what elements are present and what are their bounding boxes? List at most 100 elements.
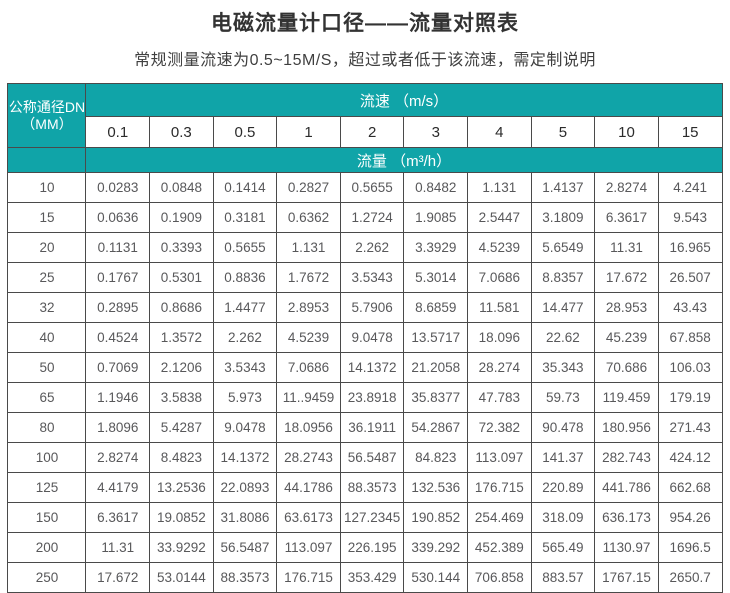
flow-value-cell: 2.8274 xyxy=(85,442,151,473)
flow-value-cell: 13.2536 xyxy=(149,472,214,503)
velocity-header: 流速 （m/s） xyxy=(85,83,723,117)
flow-value-cell: 452.389 xyxy=(467,532,532,563)
flow-value-cell: 0.0283 xyxy=(85,172,151,203)
flow-value-cell: 2.1206 xyxy=(149,352,214,383)
flow-value-cell: 16.965 xyxy=(657,232,723,263)
flow-value-cell: 2.262 xyxy=(339,232,405,263)
flow-value-cell: 72.382 xyxy=(467,412,532,443)
flow-value-cell: 883.57 xyxy=(530,562,596,593)
dn-cell: 15 xyxy=(7,202,87,233)
flow-header: 流量 （m³/h） xyxy=(85,147,723,173)
table-row: 125 4.4179 13.2536 22.0893 44.1786 88.3573 132… xyxy=(7,472,723,503)
flow-value-cell: 14.477 xyxy=(530,292,596,323)
flow-value-cell: 0.8836 xyxy=(212,262,278,293)
flow-value-cell: 271.43 xyxy=(657,412,723,443)
flow-value-cell: 0.0636 xyxy=(85,202,151,233)
flow-value-cell: 67.858 xyxy=(657,322,723,353)
flow-value-cell: 282.743 xyxy=(594,442,659,473)
velocity-values-row: 0.1 0.3 0.5 1 2 3 4 5 10 15 xyxy=(8,116,723,148)
table-row: 40 0.4524 1.3572 2.262 4.5239 9.0478 13.5717 18… xyxy=(7,322,723,353)
flow-value-cell: 11.581 xyxy=(467,292,532,323)
flow-value-cell: 23.8918 xyxy=(339,382,405,413)
flow-value-cell: 113.097 xyxy=(467,442,532,473)
flow-value-cell: 127.2345 xyxy=(339,502,405,533)
velocity-column-header: 2 xyxy=(339,116,405,148)
flow-value-cell: 4.5239 xyxy=(467,232,532,263)
flow-value-cell: 36.1911 xyxy=(339,412,405,443)
velocity-column-header: 15 xyxy=(657,116,723,148)
flow-value-cell: 0.5655 xyxy=(339,172,405,203)
table-row: 65 1.1946 3.5838 5.973 11..9459 23.8918 35.837… xyxy=(7,382,723,413)
flow-value-cell: 47.783 xyxy=(467,382,532,413)
flow-value-cell: 22.0893 xyxy=(212,472,278,503)
flow-value-cell: 1.131 xyxy=(467,172,532,203)
dn-cell: 40 xyxy=(7,322,87,353)
flow-value-cell: 1.3572 xyxy=(149,322,214,353)
flow-value-cell: 0.8686 xyxy=(149,292,214,323)
flow-value-cell: 4.5239 xyxy=(276,322,341,353)
flow-value-cell: 0.6362 xyxy=(276,202,341,233)
flow-value-cell: 88.3573 xyxy=(339,472,405,503)
flow-value-cell: 19.0852 xyxy=(149,502,214,533)
flow-value-cell: 84.823 xyxy=(403,442,469,473)
flow-value-cell: 3.5343 xyxy=(339,262,405,293)
table-row: 15 0.0636 0.1909 0.3181 0.6362 1.2724 1.9085 2.… xyxy=(7,202,723,233)
flow-value-cell: 9.0478 xyxy=(212,412,278,443)
flow-value-cell: 254.469 xyxy=(467,502,532,533)
flow-value-cell: 11.31 xyxy=(85,532,151,563)
flow-value-cell: 1767.15 xyxy=(594,562,659,593)
dn-cell: 10 xyxy=(7,172,87,203)
flow-value-cell: 11.31 xyxy=(594,232,659,263)
dn-cell: 80 xyxy=(7,412,87,443)
flow-value-cell: 44.1786 xyxy=(276,472,341,503)
flow-value-cell: 176.715 xyxy=(276,562,341,593)
flow-value-cell: 2.5447 xyxy=(467,202,532,233)
flow-value-cell: 17.672 xyxy=(594,262,659,293)
flow-value-cell: 2.262 xyxy=(212,322,278,353)
flow-value-cell: 0.1767 xyxy=(85,262,151,293)
flow-value-cell: 1.2724 xyxy=(339,202,405,233)
flow-value-cell: 22.62 xyxy=(530,322,596,353)
flow-value-cell: 8.6859 xyxy=(403,292,469,323)
table-row: 50 0.7069 2.1206 3.5343 7.0686 14.1372 21.2058… xyxy=(7,352,723,383)
table-row: 20 0.1131 0.3393 0.5655 1.131 2.262 3.3929 4.52… xyxy=(7,232,723,263)
flow-value-cell: 6.3617 xyxy=(85,502,151,533)
dn-cell: 65 xyxy=(7,382,87,413)
flow-value-cell: 2650.7 xyxy=(657,562,723,593)
flow-value-cell: 106.03 xyxy=(657,352,723,383)
flow-value-cell: 4.4179 xyxy=(85,472,151,503)
flow-value-cell: 226.195 xyxy=(339,532,405,563)
dn-corner-line1: 公称通径DN xyxy=(8,98,86,115)
table-row: 150 6.3617 19.0852 31.8086 63.6173 127.2345 19… xyxy=(7,502,723,533)
flow-value-cell: 5.973 xyxy=(212,382,278,413)
flow-value-cell: 1.8096 xyxy=(85,412,151,443)
flow-value-cell: 5.4287 xyxy=(149,412,214,443)
table-row: 250 17.672 53.0144 88.3573 176.715 353.429 530… xyxy=(7,562,723,593)
table-row: 32 0.2895 0.8686 1.4477 2.8953 5.7906 8.6859 11… xyxy=(7,292,723,323)
flow-value-cell: 1130.97 xyxy=(594,532,659,563)
flow-value-cell: 0.2827 xyxy=(276,172,341,203)
table-row: 25 0.1767 0.5301 0.8836 1.7672 3.5343 5.3014 7.… xyxy=(7,262,723,293)
flow-value-cell: 0.1131 xyxy=(85,232,151,263)
flow-value-cell: 18.096 xyxy=(467,322,532,353)
flow-header-spacer xyxy=(7,147,87,173)
flow-value-cell: 33.9292 xyxy=(149,532,214,563)
table-body: 10 0.0283 0.0848 0.1414 0.2827 0.5655 0.8482 1.… xyxy=(7,172,723,593)
dn-cell: 150 xyxy=(7,502,87,533)
velocity-column-header: 4 xyxy=(467,116,532,148)
table-row: 10 0.0283 0.0848 0.1414 0.2827 0.5655 0.8482 1.… xyxy=(7,172,723,203)
velocity-column-header: 10 xyxy=(594,116,659,148)
flow-value-cell: 0.0848 xyxy=(149,172,214,203)
dn-cell: 20 xyxy=(7,232,87,263)
flow-value-cell: 4.241 xyxy=(657,172,723,203)
flow-value-cell: 35.8377 xyxy=(403,382,469,413)
flow-value-cell: 180.956 xyxy=(594,412,659,443)
flow-value-cell: 70.686 xyxy=(594,352,659,383)
flow-value-cell: 9.543 xyxy=(657,202,723,233)
flow-value-cell: 339.292 xyxy=(403,532,469,563)
flow-value-cell: 18.0956 xyxy=(276,412,341,443)
flow-value-cell: 132.536 xyxy=(403,472,469,503)
flow-value-cell: 28.2743 xyxy=(276,442,341,473)
flow-value-cell: 31.8086 xyxy=(212,502,278,533)
flow-value-cell: 88.3573 xyxy=(212,562,278,593)
